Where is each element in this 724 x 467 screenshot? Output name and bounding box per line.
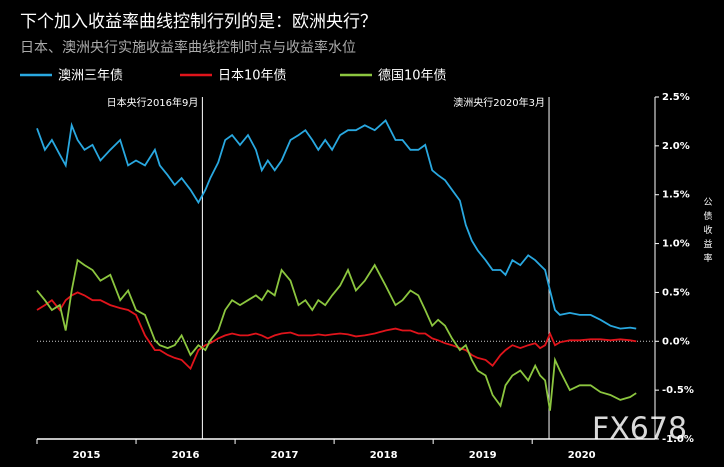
chart-subtitle: 日本、澳洲央行实施收益率曲线控制时点与收益率水位	[20, 39, 356, 56]
legend-label: 澳洲三年债	[58, 68, 123, 84]
series-line	[36, 291, 637, 371]
x-tick-label: 2020	[568, 450, 596, 461]
y-tick-label: 1.0%	[662, 239, 690, 250]
y-axis-title: 公债收益率	[703, 197, 712, 264]
watermark: FX678	[592, 412, 687, 447]
y-tick-label: -0.5%	[662, 385, 694, 396]
y-tick-label: 2.5%	[662, 92, 690, 103]
x-tick-label: 2018	[370, 450, 398, 461]
y-tick-label: 0.0%	[662, 336, 690, 347]
annotation-label: 日本央行2016年9月	[107, 96, 199, 109]
x-tick-label: 2017	[271, 450, 299, 461]
x-tick-label: 2019	[469, 450, 497, 461]
annotation-label: 澳洲央行2020年3月	[453, 96, 545, 109]
series-line	[36, 258, 637, 411]
y-tick-label: -1.0%	[662, 434, 694, 445]
y-tick-label: 0.5%	[662, 287, 690, 298]
y-tick-label: 2.0%	[662, 141, 690, 152]
x-tick-label: 2016	[172, 450, 200, 461]
legend-label: 德国10年债	[378, 69, 447, 84]
y-tick-label: 1.5%	[662, 190, 690, 201]
x-tick-label: 2015	[73, 450, 101, 461]
chart-title: 下个加入收益率曲线控制行列的是：欧洲央行？	[20, 12, 377, 32]
legend-label: 日本10年债	[218, 69, 287, 84]
series-line	[36, 119, 637, 330]
